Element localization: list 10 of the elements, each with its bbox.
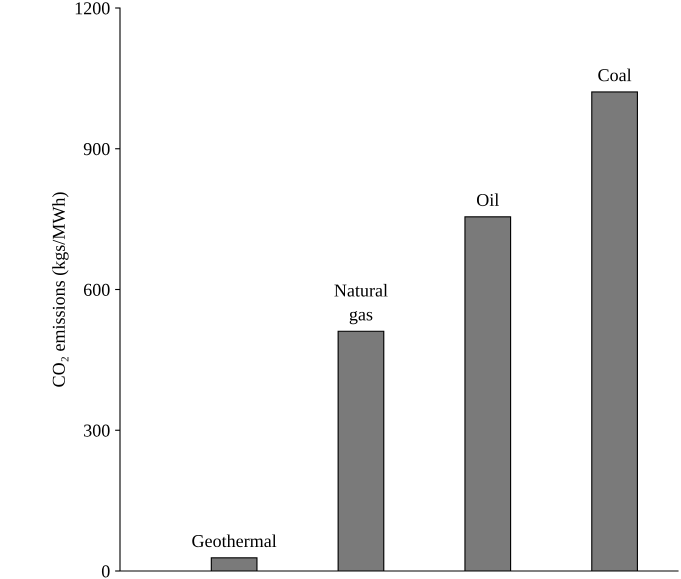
y-tick-label: 300 [84, 424, 110, 437]
y-tick-label: 900 [84, 143, 110, 156]
y-axis-title: CO₂ emissions (kgs/MWh) [52, 192, 69, 387]
y-tick-label: 600 [84, 284, 110, 296]
x-tick-label: Coal [598, 68, 632, 82]
y-tick-label: 1200 [76, 2, 110, 14]
y-tick-label: 0 [102, 565, 110, 578]
x-tick-label: Geothermal [192, 534, 276, 548]
x-tick-label: Natural gas [334, 284, 388, 324]
x-tick-label: Oil [476, 193, 499, 206]
